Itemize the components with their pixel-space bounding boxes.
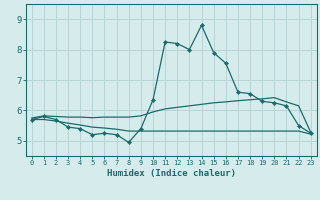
X-axis label: Humidex (Indice chaleur): Humidex (Indice chaleur) bbox=[107, 169, 236, 178]
